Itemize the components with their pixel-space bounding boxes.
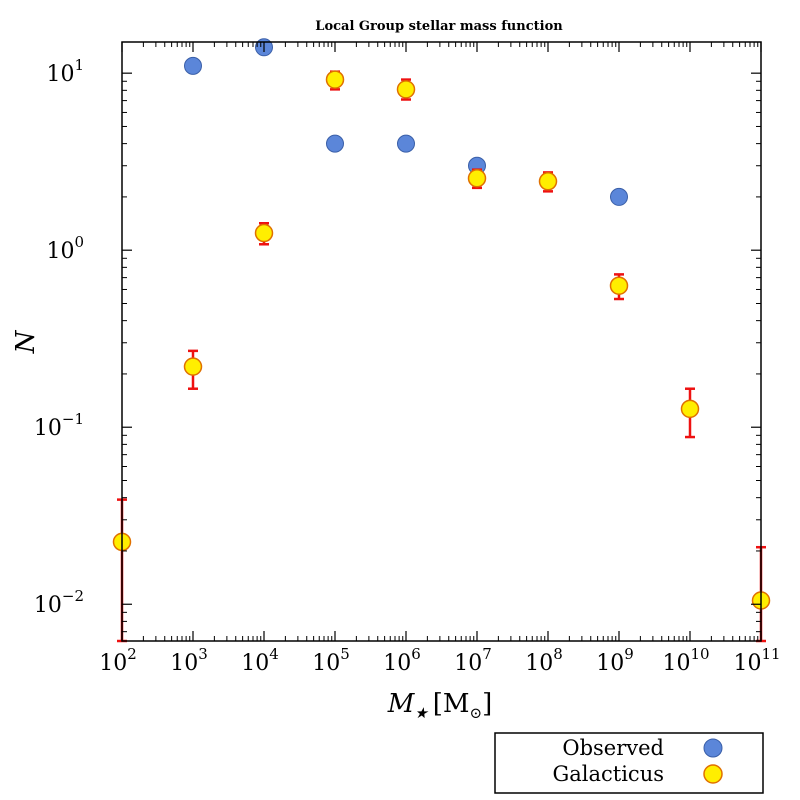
observed-point	[184, 56, 202, 75]
galacticus-point	[680, 399, 700, 419]
x-tick-label: 109	[596, 645, 634, 676]
axis-ticks: 102 103 104 105 106 107 108 109 1010 1011 10−2 10−1…	[34, 42, 781, 676]
plot-area	[112, 38, 771, 643]
y-tick-label: 10−1	[34, 410, 84, 441]
galacticus-point	[538, 172, 558, 191]
x-tick-label: 105	[312, 645, 350, 676]
x-tick-label: 103	[170, 645, 208, 676]
y-tick-label: 100	[46, 233, 84, 264]
x-tick-label: 108	[525, 645, 563, 676]
galacticus-point	[609, 276, 629, 295]
x-axis-label: M★ [M⊙]	[387, 689, 493, 722]
legend: Observed Galacticus	[494, 732, 764, 794]
chart-title: Local Group stellar mass function	[315, 19, 563, 34]
x-tick-label: 102	[99, 645, 137, 676]
x-tick-label: 104	[241, 645, 279, 676]
galacticus-point	[183, 357, 203, 376]
plot-frame	[121, 41, 762, 642]
x-tick-label: 106	[383, 645, 421, 676]
x-tick-label: 1011	[733, 645, 780, 676]
y-axis-label: N	[11, 329, 41, 354]
x-tick-label: 1010	[662, 645, 709, 676]
galacticus-point	[325, 70, 345, 89]
y-tick-label: 10−2	[34, 587, 84, 618]
observed-point	[610, 187, 628, 206]
legend-label-observed: Observed	[562, 736, 664, 760]
galacticus-point	[467, 168, 487, 188]
galacticus-point	[396, 80, 416, 99]
legend-marker-observed	[703, 738, 723, 758]
observed-point	[326, 134, 344, 153]
galacticus-point	[254, 223, 274, 243]
x-tick-label: 107	[454, 645, 492, 676]
legend-marker-galacticus	[703, 764, 723, 784]
observed-point	[397, 134, 415, 153]
legend-label-galacticus: Galacticus	[552, 762, 664, 786]
y-tick-label: 101	[46, 56, 84, 87]
